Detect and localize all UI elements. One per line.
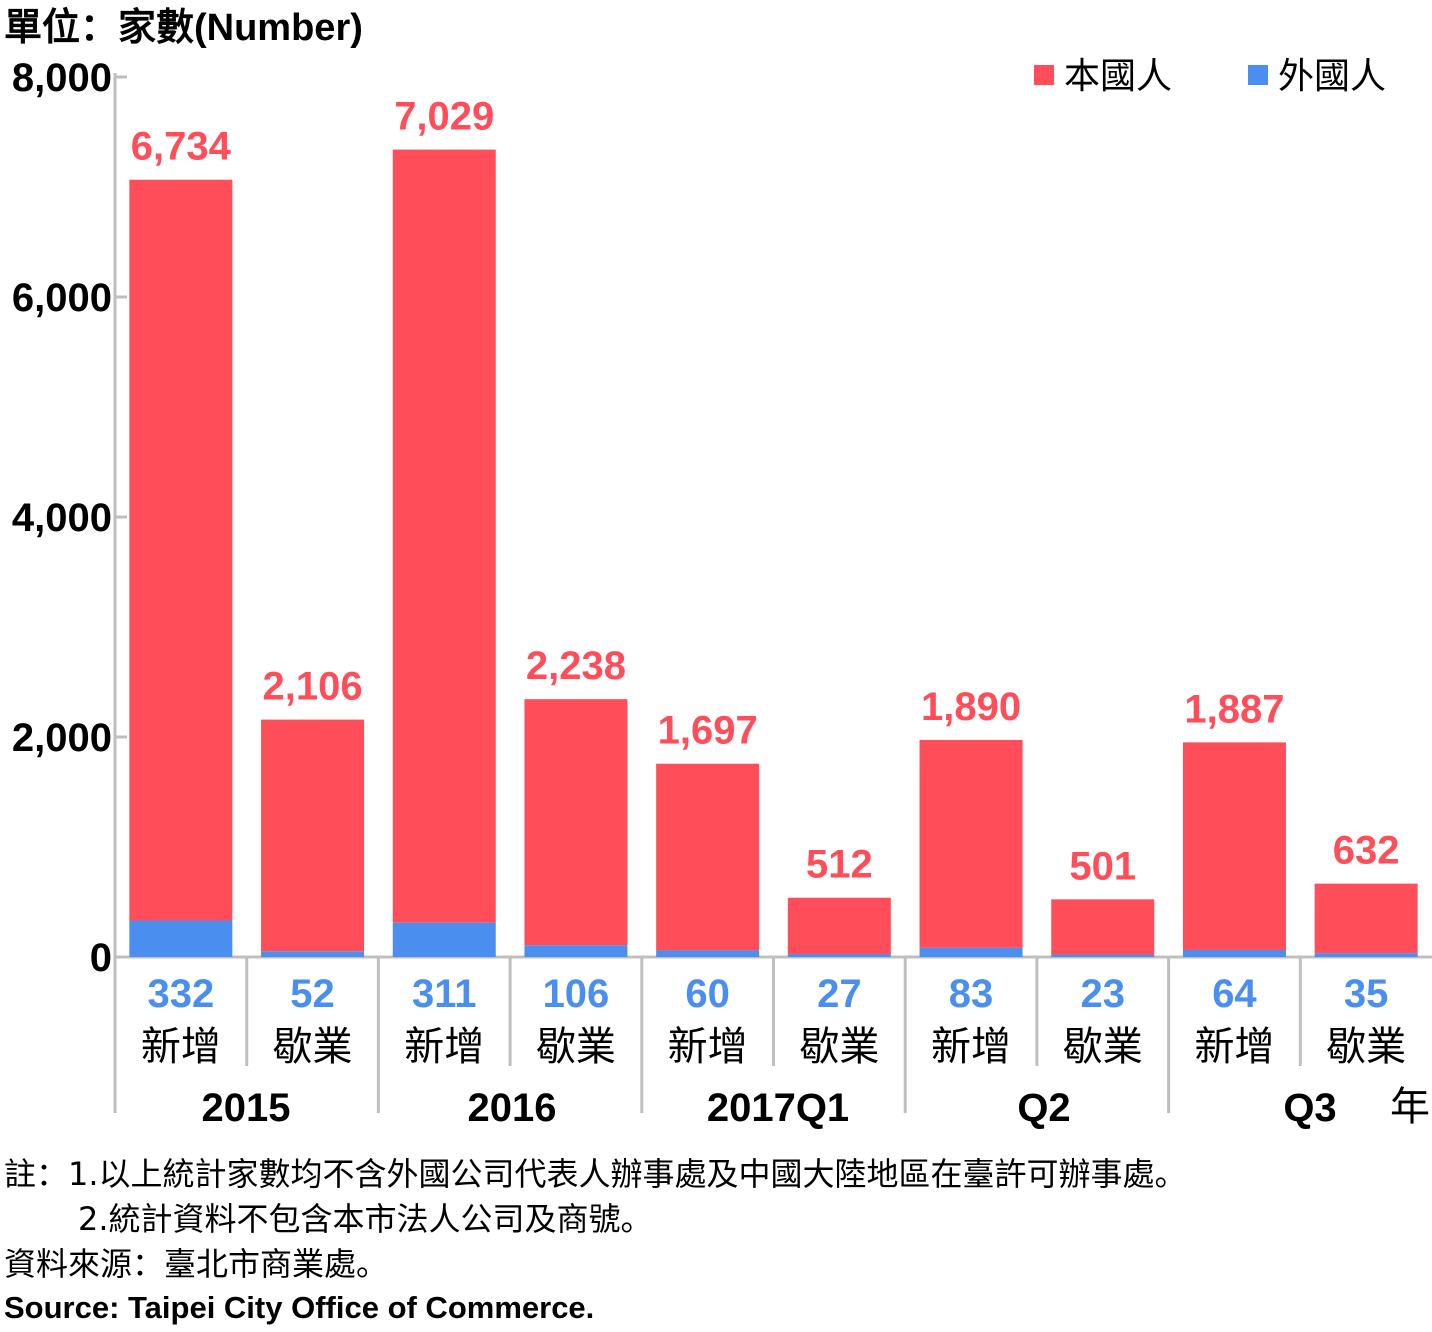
y-tick-label: 8,000 [12, 56, 112, 100]
domestic-value-label: 632 [1333, 829, 1400, 873]
category-label: 歇業 [273, 1024, 353, 1070]
bar-foreign [1051, 954, 1155, 957]
foreign-value-label: 106 [543, 972, 610, 1016]
domestic-value-label: 2,238 [526, 644, 626, 688]
y-tick-label: 6,000 [12, 276, 112, 320]
foreign-value-label: 52 [290, 972, 335, 1016]
legend-swatch [1248, 65, 1268, 85]
domestic-value-label: 7,029 [394, 95, 494, 139]
note-1: 註：1.以上統計家數均不含外國公司代表人辦事處及中國大陸地區在臺許可辦事處。 [4, 1155, 1187, 1193]
bar-domestic [261, 719, 365, 952]
legend-label: 本國人 [1064, 56, 1172, 97]
legend: 本國人 外國人 [1034, 56, 1386, 97]
domestic-value-label: 1,887 [1184, 687, 1284, 731]
category-label: 歇業 [1326, 1024, 1406, 1070]
note-2: 2.統計資料不包含本市法人公司及商號。 [78, 1200, 653, 1238]
category-label: 歇業 [1063, 1024, 1143, 1070]
data-labels: 6,734 332 新增 2,106 52 歇業 7,029 311 新增 2,238 106 歇業 1… [131, 95, 1406, 1130]
legend-swatch [1034, 65, 1054, 85]
bar-domestic [392, 149, 496, 923]
y-tick-label: 4,000 [12, 496, 112, 540]
foreign-value-label: 27 [817, 972, 862, 1016]
domestic-value-label: 1,697 [658, 709, 758, 753]
bar-domestic [524, 699, 628, 946]
source-chinese: 資料來源：臺北市商業處。 [4, 1245, 389, 1283]
bar-foreign [919, 947, 1023, 957]
category-label: 歇業 [536, 1024, 616, 1070]
foreign-value-label: 23 [1081, 972, 1126, 1016]
foreign-value-label: 60 [685, 972, 730, 1016]
group-label: Q3 [1283, 1086, 1336, 1130]
bar-foreign [524, 945, 628, 957]
bar-foreign [129, 920, 233, 957]
bar-foreign [1182, 949, 1286, 957]
category-label: 新增 [141, 1024, 221, 1070]
legend-label: 外國人 [1278, 56, 1386, 97]
group-label: 2016 [468, 1086, 557, 1130]
category-label: 新增 [1194, 1024, 1274, 1070]
domestic-value-label: 512 [806, 843, 873, 887]
bar-domestic [919, 739, 1023, 948]
domestic-value-label: 6,734 [131, 125, 232, 169]
bar-foreign [392, 922, 496, 957]
bar-domestic [656, 763, 760, 951]
bar-domestic [1182, 742, 1286, 950]
group-label: Q2 [1017, 1086, 1070, 1130]
bar-foreign [1314, 953, 1418, 957]
bar-domestic [787, 897, 891, 955]
foreign-value-label: 64 [1212, 972, 1257, 1016]
bars [129, 149, 1418, 957]
category-label: 歇業 [799, 1024, 879, 1070]
foreign-value-label: 83 [949, 972, 994, 1016]
y-tick-label: 2,000 [12, 716, 112, 760]
bar-foreign [787, 954, 891, 957]
domestic-value-label: 501 [1069, 844, 1136, 888]
bar-foreign [656, 950, 760, 957]
foreign-value-label: 332 [147, 972, 214, 1016]
bar-foreign [261, 951, 365, 957]
category-label: 新增 [931, 1024, 1011, 1070]
foreign-value-label: 35 [1344, 972, 1389, 1016]
foreign-value-label: 311 [412, 972, 477, 1016]
group-label: 2017Q1 [707, 1086, 849, 1130]
domestic-value-label: 2,106 [262, 665, 362, 709]
group-label: 2015 [202, 1086, 291, 1130]
stacked-bar-chart: 單位：家數(Number) 0 2,000 4,000 6,000 8,000 6,73… [4, 7, 1432, 1130]
bar-domestic [1314, 883, 1418, 954]
bar-domestic [129, 179, 233, 921]
bar-domestic [1051, 899, 1155, 955]
category-label: 新增 [404, 1024, 484, 1070]
unit-label: 單位：家數(Number) [4, 7, 363, 49]
y-tick-label: 0 [90, 936, 112, 980]
year-label: 年 [1390, 1084, 1430, 1130]
source-english: Source: Taipei City Office of Commerce. [4, 1290, 595, 1325]
category-label: 新增 [668, 1024, 748, 1070]
domestic-value-label: 1,890 [921, 685, 1021, 729]
